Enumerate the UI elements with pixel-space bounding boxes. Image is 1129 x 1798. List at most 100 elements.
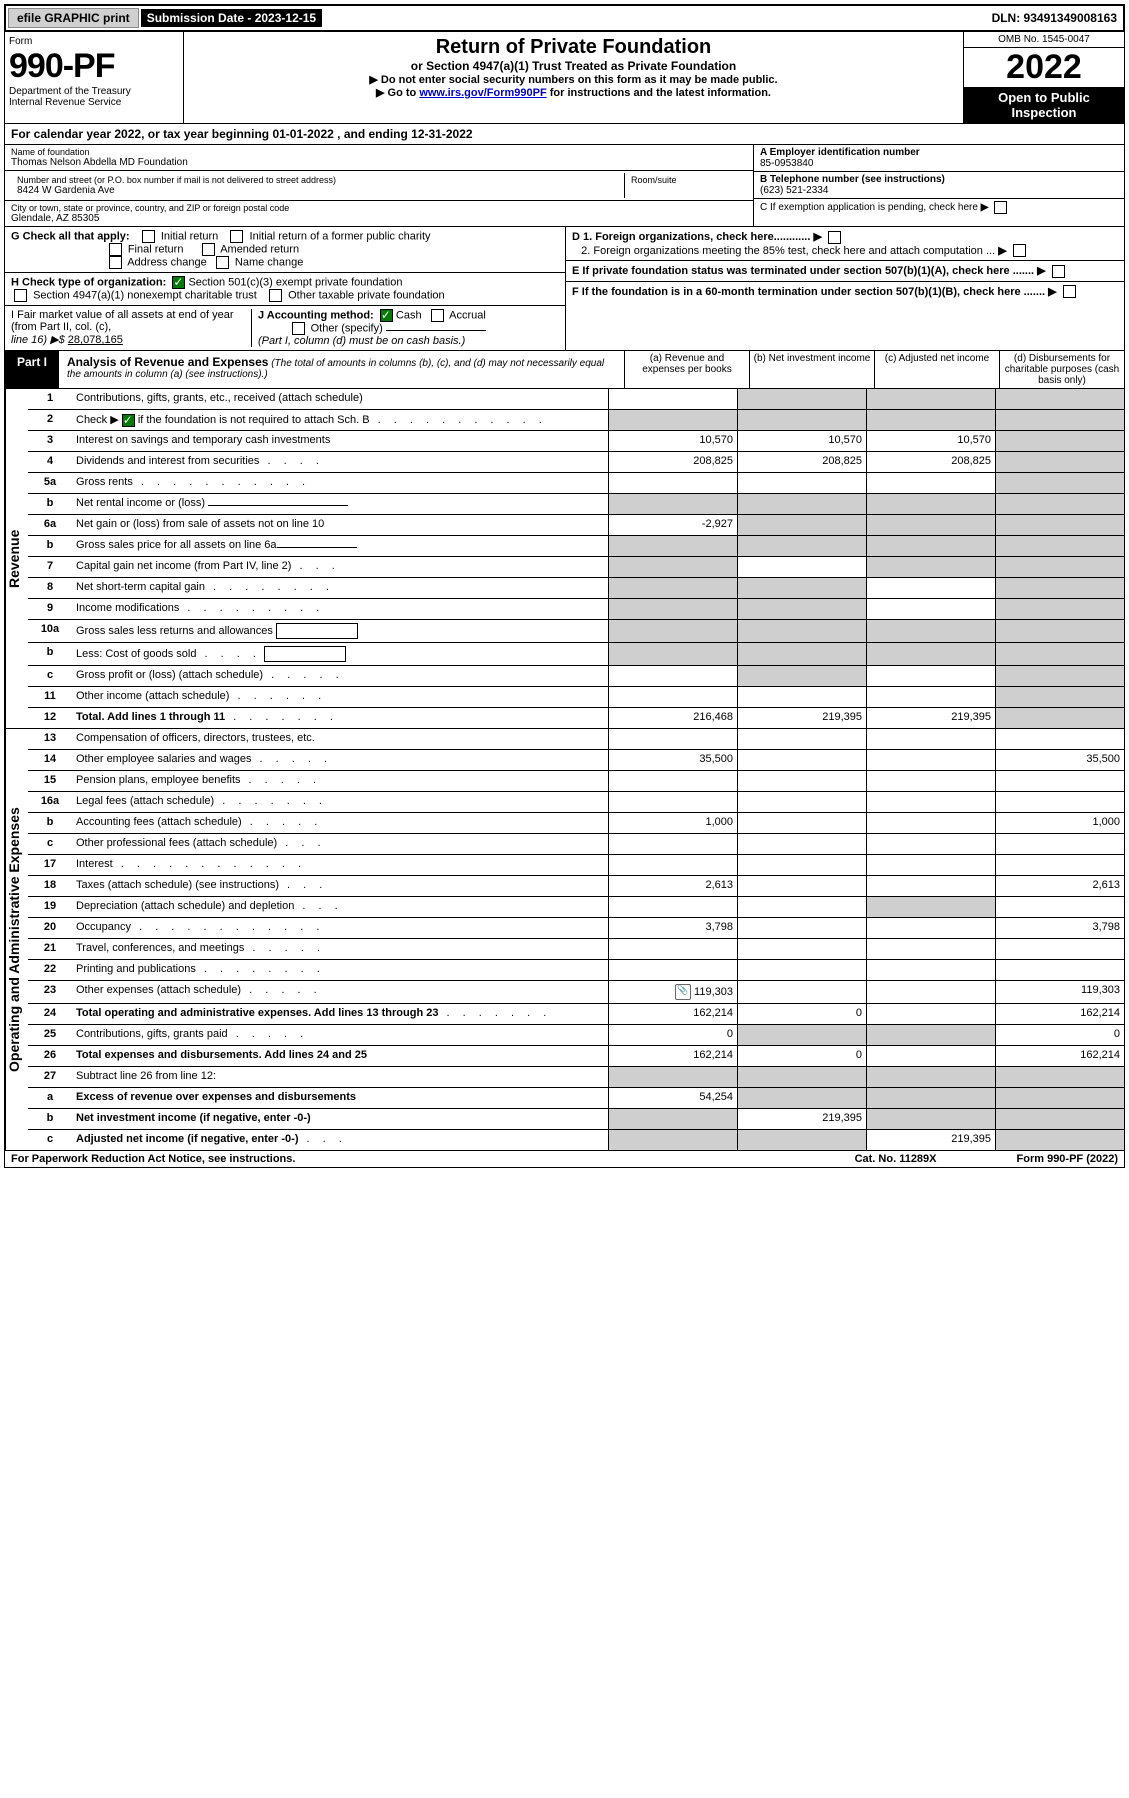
row-16c-desc: Other professional fees (attach schedule… xyxy=(72,834,608,854)
foundation-name: Thomas Nelson Abdella MD Foundation xyxy=(11,157,747,168)
d1-checkbox[interactable] xyxy=(828,231,841,244)
e-label: E If private foundation status was termi… xyxy=(572,265,1034,277)
row-27-desc: Subtract line 26 from line 12: xyxy=(72,1067,608,1087)
efile-print-button[interactable]: efile GRAPHIC print xyxy=(8,8,139,28)
row-25-desc: Contributions, gifts, grants paid . . . … xyxy=(72,1025,608,1045)
row-10b-desc: Less: Cost of goods sold . . . . xyxy=(72,643,608,665)
cash-checkbox[interactable] xyxy=(380,309,393,322)
initial-former-label: Initial return of a former public charit… xyxy=(250,230,431,242)
address-change-checkbox[interactable] xyxy=(109,256,122,269)
part1-header: Part I Analysis of Revenue and Expenses … xyxy=(4,351,1125,389)
col-a-header: (a) Revenue and expenses per books xyxy=(624,351,749,388)
accrual-checkbox[interactable] xyxy=(431,309,444,322)
h-label: H Check type of organization: xyxy=(11,276,166,288)
room-label: Room/suite xyxy=(631,175,741,185)
row-26-desc: Total expenses and disbursements. Add li… xyxy=(72,1046,608,1066)
row-18-desc: Taxes (attach schedule) (see instruction… xyxy=(72,876,608,896)
tax-year: 2022 xyxy=(964,48,1124,87)
revenue-table: Revenue 1Contributions, gifts, grants, e… xyxy=(4,389,1125,729)
dln-value: DLN: 93491349008163 xyxy=(992,11,1123,25)
e-checkbox[interactable] xyxy=(1052,265,1065,278)
accrual-label: Accrual xyxy=(449,309,486,321)
cash-basis-note: (Part I, column (d) must be on cash basi… xyxy=(258,335,465,347)
amended-return-checkbox[interactable] xyxy=(202,243,215,256)
page-footer: For Paperwork Reduction Act Notice, see … xyxy=(4,1151,1125,1168)
address-value: 8424 W Gardenia Ave xyxy=(17,185,618,196)
form-number: 990-PF xyxy=(9,47,179,86)
form-instruction-2: ▶ Go to www.irs.gov/Form990PF for instru… xyxy=(188,86,959,99)
form-subtitle: or Section 4947(a)(1) Trust Treated as P… xyxy=(188,59,959,73)
form-footer-label: Form 990-PF (2022) xyxy=(1017,1153,1118,1165)
row-27b-desc: Net investment income (if negative, ente… xyxy=(72,1109,608,1129)
row-27c-desc: Adjusted net income (if negative, enter … xyxy=(72,1130,608,1150)
other-taxable-checkbox[interactable] xyxy=(269,289,282,302)
row-3-desc: Interest on savings and temporary cash i… xyxy=(72,431,608,451)
d2-label: 2. Foreign organizations meeting the 85%… xyxy=(581,245,995,257)
ein-value: 85-0953840 xyxy=(760,158,813,169)
row-21-desc: Travel, conferences, and meetings . . . … xyxy=(72,939,608,959)
row-2-desc: Check ▶ if the foundation is not require… xyxy=(72,410,608,430)
row-10a-desc: Gross sales less returns and allowances xyxy=(72,620,608,642)
form-header: Form 990-PF Department of the Treasury I… xyxy=(4,32,1125,124)
expenses-side-label: Operating and Administrative Expenses xyxy=(5,729,28,1150)
f-checkbox[interactable] xyxy=(1063,285,1076,298)
d1-label: D 1. Foreign organizations, check here..… xyxy=(572,231,810,243)
catalog-number: Cat. No. 11289X xyxy=(855,1153,937,1165)
entity-info: Name of foundation Thomas Nelson Abdella… xyxy=(4,145,1125,227)
row-22-desc: Printing and publications . . . . . . . … xyxy=(72,960,608,980)
4947-label: Section 4947(a)(1) nonexempt charitable … xyxy=(33,289,257,301)
row-11-desc: Other income (attach schedule) . . . . .… xyxy=(72,687,608,707)
row-5a-desc: Gross rents . . . . . . . . . . . xyxy=(72,473,608,493)
row-1-desc: Contributions, gifts, grants, etc., rece… xyxy=(72,389,608,409)
row-12-desc: Total. Add lines 1 through 11 . . . . . … xyxy=(72,708,608,728)
irs-label: Internal Revenue Service xyxy=(9,97,179,108)
501c3-checkbox[interactable] xyxy=(172,276,185,289)
other-method-checkbox[interactable] xyxy=(292,322,305,335)
expenses-table: Operating and Administrative Expenses 13… xyxy=(4,729,1125,1151)
address-label: Number and street (or P.O. box number if… xyxy=(17,175,618,185)
row-14-desc: Other employee salaries and wages . . . … xyxy=(72,750,608,770)
checks-section: G Check all that apply: Initial return I… xyxy=(4,227,1125,351)
part1-label: Part I xyxy=(5,351,59,388)
row-13-desc: Compensation of officers, directors, tru… xyxy=(72,729,608,749)
name-change-label: Name change xyxy=(235,256,304,268)
telephone-value: (623) 521-2334 xyxy=(760,185,828,196)
row-16a-desc: Legal fees (attach schedule) . . . . . .… xyxy=(72,792,608,812)
f-label: F If the foundation is in a 60-month ter… xyxy=(572,286,1045,298)
initial-former-checkbox[interactable] xyxy=(230,230,243,243)
row-23-desc: Other expenses (attach schedule) . . . .… xyxy=(72,981,608,1003)
open-public-badge: Open to Public Inspection xyxy=(964,87,1124,123)
row-27a-desc: Excess of revenue over expenses and disb… xyxy=(72,1088,608,1108)
revenue-side-label: Revenue xyxy=(5,389,28,728)
row-6a-desc: Net gain or (loss) from sale of assets n… xyxy=(72,515,608,535)
exemption-pending-checkbox[interactable] xyxy=(994,201,1007,214)
calendar-year-line: For calendar year 2022, or tax year begi… xyxy=(4,124,1125,145)
city-value: Glendale, AZ 85305 xyxy=(11,213,747,224)
telephone-label: B Telephone number (see instructions) xyxy=(760,174,945,185)
paperwork-notice: For Paperwork Reduction Act Notice, see … xyxy=(11,1153,295,1165)
g-label: G Check all that apply: xyxy=(11,230,130,242)
501c3-label: Section 501(c)(3) exempt private foundat… xyxy=(188,276,402,288)
row-9-desc: Income modifications . . . . . . . . . xyxy=(72,599,608,619)
d2-checkbox[interactable] xyxy=(1013,244,1026,257)
col-d-header: (d) Disbursements for charitable purpose… xyxy=(999,351,1124,388)
schb-checkbox[interactable] xyxy=(122,414,135,427)
form-instruction-1: ▶ Do not enter social security numbers o… xyxy=(188,73,959,86)
omb-number: OMB No. 1545-0047 xyxy=(964,32,1124,48)
col-b-header: (b) Net investment income xyxy=(749,351,874,388)
4947-checkbox[interactable] xyxy=(14,289,27,302)
row-5b-desc: Net rental income or (loss) xyxy=(72,494,608,514)
initial-return-label: Initial return xyxy=(161,230,218,242)
form-title: Return of Private Foundation xyxy=(188,36,959,59)
dept-treasury: Department of the Treasury xyxy=(9,86,179,97)
foundation-name-label: Name of foundation xyxy=(11,147,747,157)
initial-return-checkbox[interactable] xyxy=(142,230,155,243)
fmv-value: 28,078,165 xyxy=(68,334,123,346)
name-change-checkbox[interactable] xyxy=(216,256,229,269)
submission-date-label: Submission Date - 2023-12-15 xyxy=(141,9,322,27)
accounting-method-label: J Accounting method: xyxy=(258,309,374,321)
ein-label: A Employer identification number xyxy=(760,147,920,158)
attachment-icon[interactable]: 📎 xyxy=(675,984,691,1000)
final-return-checkbox[interactable] xyxy=(109,243,122,256)
irs-form-link[interactable]: www.irs.gov/Form990PF xyxy=(419,87,546,99)
